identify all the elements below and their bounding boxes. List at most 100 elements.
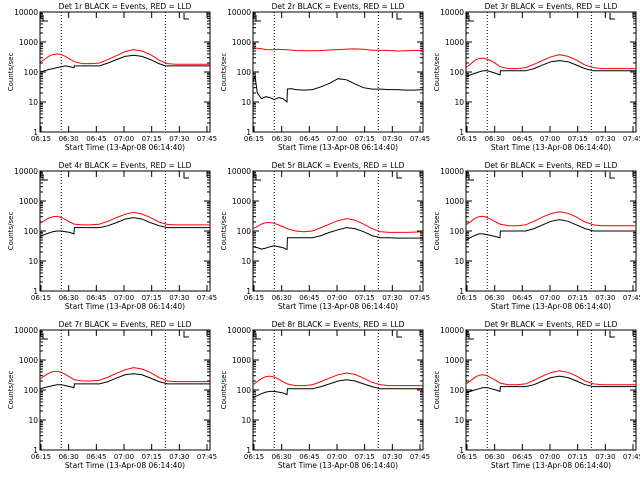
y-tick-label: 10 [28,416,38,425]
y-tick-label: 10000 [440,8,464,17]
panel-1: Det 1r BLACK = Events, RED = LLD 1 10 100 10… [7,2,217,152]
y-tick-label: 10 [241,416,251,425]
y-tick-label: 100 [450,386,465,395]
top-right-bracket-glyph [609,331,615,338]
y-axis-label: Counts/sec [220,53,228,92]
y-tick-label: 10000 [14,326,38,335]
y-tick-label: 1 [459,446,464,455]
y-axis-label: Counts/sec [7,212,15,251]
series-line-lld [465,211,636,227]
x-axis-label: Start Time (13-Apr-08 06:14:40) [65,302,185,311]
panel-title: Det 8r BLACK = Events, RED = LLD [272,320,405,329]
top-left-bracket-glyph [468,15,474,22]
y-tick-label: 1 [33,446,38,455]
x-tick-label: 06:15 [457,294,477,302]
x-axis-label: Start Time (13-Apr-08 06:14:40) [278,143,398,152]
y-tick-label: 1000 [232,38,251,47]
x-tick-label: 06:30 [485,135,505,143]
y-tick-label: 100 [24,227,39,236]
y-tick-label: 10 [454,416,464,425]
x-tick-label: 07:45 [197,135,217,143]
y-tick-label: 1000 [232,197,251,206]
y-tick-label: 100 [24,386,39,395]
series-line-lld [39,367,210,383]
panel-7: Det 7r BLACK = Events, RED = LLD 1 10 100 10… [7,320,217,470]
top-left-bracket-glyph [42,15,48,22]
x-tick-label: 07:00 [114,294,134,302]
x-tick-label: 06:45 [86,294,106,302]
top-left-bracket-glyph [42,174,48,181]
x-tick-label: 07:00 [327,135,347,143]
x-axis-label: Start Time (13-Apr-08 06:14:40) [278,461,398,470]
x-tick-label: 07:00 [327,294,347,302]
series-line-events [39,54,210,73]
series-line-lld [39,49,210,65]
y-tick-label: 10000 [440,167,464,176]
series-line-lld [465,54,636,70]
x-tick-label: 06:15 [457,453,477,461]
top-right-bracket-glyph [396,13,402,20]
x-tick-label: 06:30 [272,453,292,461]
x-tick-label: 06:30 [272,135,292,143]
panel-6: Det 6r BLACK = Events, RED = LLD 1 10 100 10… [433,161,640,311]
x-tick-label: 07:45 [623,294,640,302]
x-tick-label: 07:45 [410,453,430,461]
panel-title: Det 6r BLACK = Events, RED = LLD [485,161,618,170]
x-axis-label: Start Time (13-Apr-08 06:14:40) [491,461,611,470]
top-left-bracket-glyph [468,174,474,181]
y-tick-label: 1 [459,287,464,296]
top-right-bracket-glyph [183,172,189,179]
x-tick-label: 07:45 [623,135,640,143]
series-line-events [465,60,636,78]
x-tick-label: 07:00 [540,294,560,302]
x-axis-label: Start Time (13-Apr-08 06:14:40) [65,461,185,470]
x-tick-label: 06:45 [299,453,319,461]
x-tick-label: 07:00 [327,453,347,461]
x-tick-label: 07:00 [114,453,134,461]
series-line-lld [252,47,424,52]
x-tick-label: 07:45 [623,453,640,461]
x-axis-label: Start Time (13-Apr-08 06:14:40) [491,302,611,311]
x-tick-label: 06:30 [59,135,79,143]
x-tick-label: 06:15 [244,453,264,461]
y-tick-label: 10000 [227,167,251,176]
x-tick-label: 06:15 [244,135,264,143]
y-tick-label: 10 [241,257,251,266]
panel-2: Det 2r BLACK = Events, RED = LLD 1 10 100 10… [220,2,430,152]
series-line-events [39,217,210,238]
y-tick-label: 10 [241,98,251,107]
x-tick-label: 06:15 [457,135,477,143]
y-tick-label: 1 [246,287,251,296]
y-axis-label: Counts/sec [433,53,441,92]
x-tick-label: 07:30 [595,453,615,461]
x-tick-label: 06:45 [512,135,532,143]
y-axis-label: Counts/sec [433,212,441,251]
top-right-bracket-glyph [183,13,189,20]
x-tick-label: 06:15 [244,294,264,302]
x-tick-label: 07:15 [142,135,162,143]
y-tick-label: 100 [450,68,465,77]
x-tick-label: 06:30 [485,453,505,461]
panel-title: Det 4r BLACK = Events, RED = LLD [59,161,192,170]
x-tick-label: 07:15 [568,294,588,302]
y-tick-label: 1000 [445,197,464,206]
series-line-lld [39,211,210,226]
y-tick-label: 10000 [440,326,464,335]
y-tick-label: 100 [237,386,252,395]
top-right-bracket-glyph [183,331,189,338]
y-tick-label: 100 [450,227,465,236]
x-tick-label: 07:15 [355,135,375,143]
x-tick-label: 07:30 [382,453,402,461]
x-tick-label: 06:45 [512,294,532,302]
y-tick-label: 1000 [232,356,251,365]
y-tick-label: 1000 [445,356,464,365]
series-line-lld [252,372,423,387]
y-tick-label: 10 [28,257,38,266]
x-tick-label: 06:45 [299,135,319,143]
x-tick-label: 06:30 [59,294,79,302]
series-line-events [39,373,210,390]
series-line-events [252,74,424,104]
x-tick-label: 07:45 [410,294,430,302]
x-tick-label: 07:45 [197,453,217,461]
